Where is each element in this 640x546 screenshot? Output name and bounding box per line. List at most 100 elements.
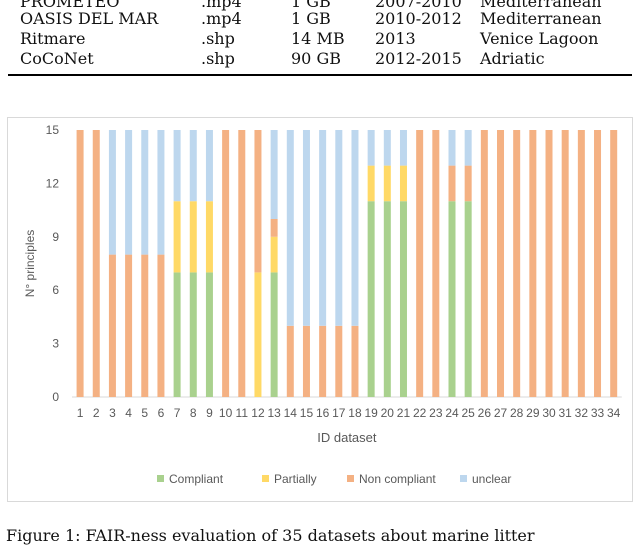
bar-segment (302, 325, 310, 397)
legend-swatch (157, 475, 164, 482)
bar-segment (108, 254, 116, 397)
bar-segment (189, 272, 197, 397)
bar-segment (399, 201, 407, 397)
cell-years: 2013 (375, 29, 416, 48)
bar-segment (286, 325, 294, 397)
bar-segment (238, 130, 246, 397)
cell-size: 1 GB (291, 9, 331, 28)
x-tick-label: 34 (607, 406, 621, 420)
legend-label: Compliant (169, 472, 224, 486)
bar-segment (141, 254, 149, 397)
x-tick-label: 6 (158, 406, 165, 420)
bar-segment (399, 165, 407, 202)
y-tick-label: 6 (52, 283, 59, 297)
bar-segment (610, 130, 618, 397)
bar-segment (270, 219, 278, 237)
cell-years: 2010-2012 (375, 9, 462, 28)
table-fragment: PROMETEO .mp4 1 GB 2007-2010 Mediterrane… (0, 0, 640, 80)
bar-segment (513, 130, 521, 397)
cell-format: .shp (201, 29, 235, 48)
bar-segment (76, 130, 84, 397)
cell-years: 2007-2010 (375, 0, 462, 11)
x-tick-label: 20 (381, 406, 395, 420)
bar-segment (141, 130, 149, 255)
cell-area: Adriatic (480, 49, 545, 68)
y-tick-label: 3 (52, 337, 59, 351)
legend-swatch (262, 475, 269, 482)
bar-segment (351, 325, 359, 397)
cell-name: Ritmare (20, 29, 86, 48)
cell-area: Mediterranean (480, 0, 602, 11)
x-tick-label: 23 (429, 406, 443, 420)
x-tick-label: 11 (236, 406, 249, 420)
cell-size: 90 GB (291, 49, 341, 68)
bar-segment (173, 272, 181, 397)
bar-segment (286, 130, 294, 326)
bar-segment (335, 130, 343, 326)
bar-segment (222, 130, 230, 397)
bar-segment (173, 201, 181, 273)
x-tick-label: 2 (93, 406, 100, 420)
bar-segment (205, 201, 213, 273)
cell-name: CoCoNet (20, 49, 94, 68)
bar-segment (480, 130, 488, 397)
bar-segment (157, 254, 165, 397)
y-tick-label: 9 (52, 230, 59, 244)
x-tick-label: 9 (206, 406, 213, 420)
x-tick-label: 33 (591, 406, 605, 420)
cell-size: 1 GB (291, 0, 331, 11)
cell-format: .mp4 (201, 9, 242, 28)
bar-segment (561, 130, 569, 397)
bar-segment (205, 130, 213, 202)
y-tick-label: 12 (46, 176, 60, 190)
bar-segment (545, 130, 553, 397)
bar-segment (335, 325, 343, 397)
x-tick-label: 12 (251, 406, 265, 420)
x-tick-label: 10 (219, 406, 233, 420)
bar-segment (92, 130, 100, 397)
bar-segment (464, 165, 472, 202)
bar-segment (173, 130, 181, 202)
x-tick-label: 17 (332, 406, 346, 420)
cell-size: 14 MB (291, 29, 345, 48)
bar-segment (189, 130, 197, 202)
x-tick-label: 21 (397, 406, 411, 420)
table-bottom-rule (8, 74, 632, 76)
bar-segment (254, 272, 262, 397)
bar-segment (416, 130, 424, 397)
table-row: OASIS DEL MAR .mp4 1 GB 2010-2012 Medite… (0, 9, 640, 29)
cell-area: Mediterranean (480, 9, 602, 28)
bar-segment (448, 201, 456, 397)
bar-segment (254, 130, 262, 273)
x-tick-label: 29 (526, 406, 540, 420)
x-tick-label: 8 (190, 406, 197, 420)
bar-segment (351, 130, 359, 326)
bar-segment (319, 130, 327, 326)
x-tick-label: 5 (141, 406, 148, 420)
x-tick-label: 24 (445, 406, 459, 420)
bar-segment (189, 201, 197, 273)
legend-swatch (347, 475, 354, 482)
bar-segment (383, 201, 391, 397)
bar-segment (108, 130, 116, 255)
x-tick-label: 18 (348, 406, 362, 420)
legend-swatch (460, 475, 467, 482)
table-row: PROMETEO .mp4 1 GB 2007-2010 Mediterrane… (0, 0, 640, 12)
x-tick-label: 7 (174, 406, 181, 420)
bar-segment (497, 130, 505, 397)
x-tick-label: 27 (494, 406, 508, 420)
bar-segment (383, 165, 391, 202)
cell-area: Venice Lagoon (480, 29, 599, 48)
bar-segment (270, 236, 278, 273)
x-tick-label: 26 (478, 406, 492, 420)
bar-segment (367, 165, 375, 202)
bar-segment (302, 130, 310, 326)
x-tick-label: 1 (77, 406, 84, 420)
x-tick-label: 31 (559, 406, 573, 420)
x-tick-label: 28 (510, 406, 524, 420)
x-axis-label: ID dataset (317, 430, 377, 445)
x-tick-label: 22 (413, 406, 427, 420)
table-row: CoCoNet .shp 90 GB 2012-2015 Adriatic (0, 49, 640, 69)
bar-segment (448, 165, 456, 202)
